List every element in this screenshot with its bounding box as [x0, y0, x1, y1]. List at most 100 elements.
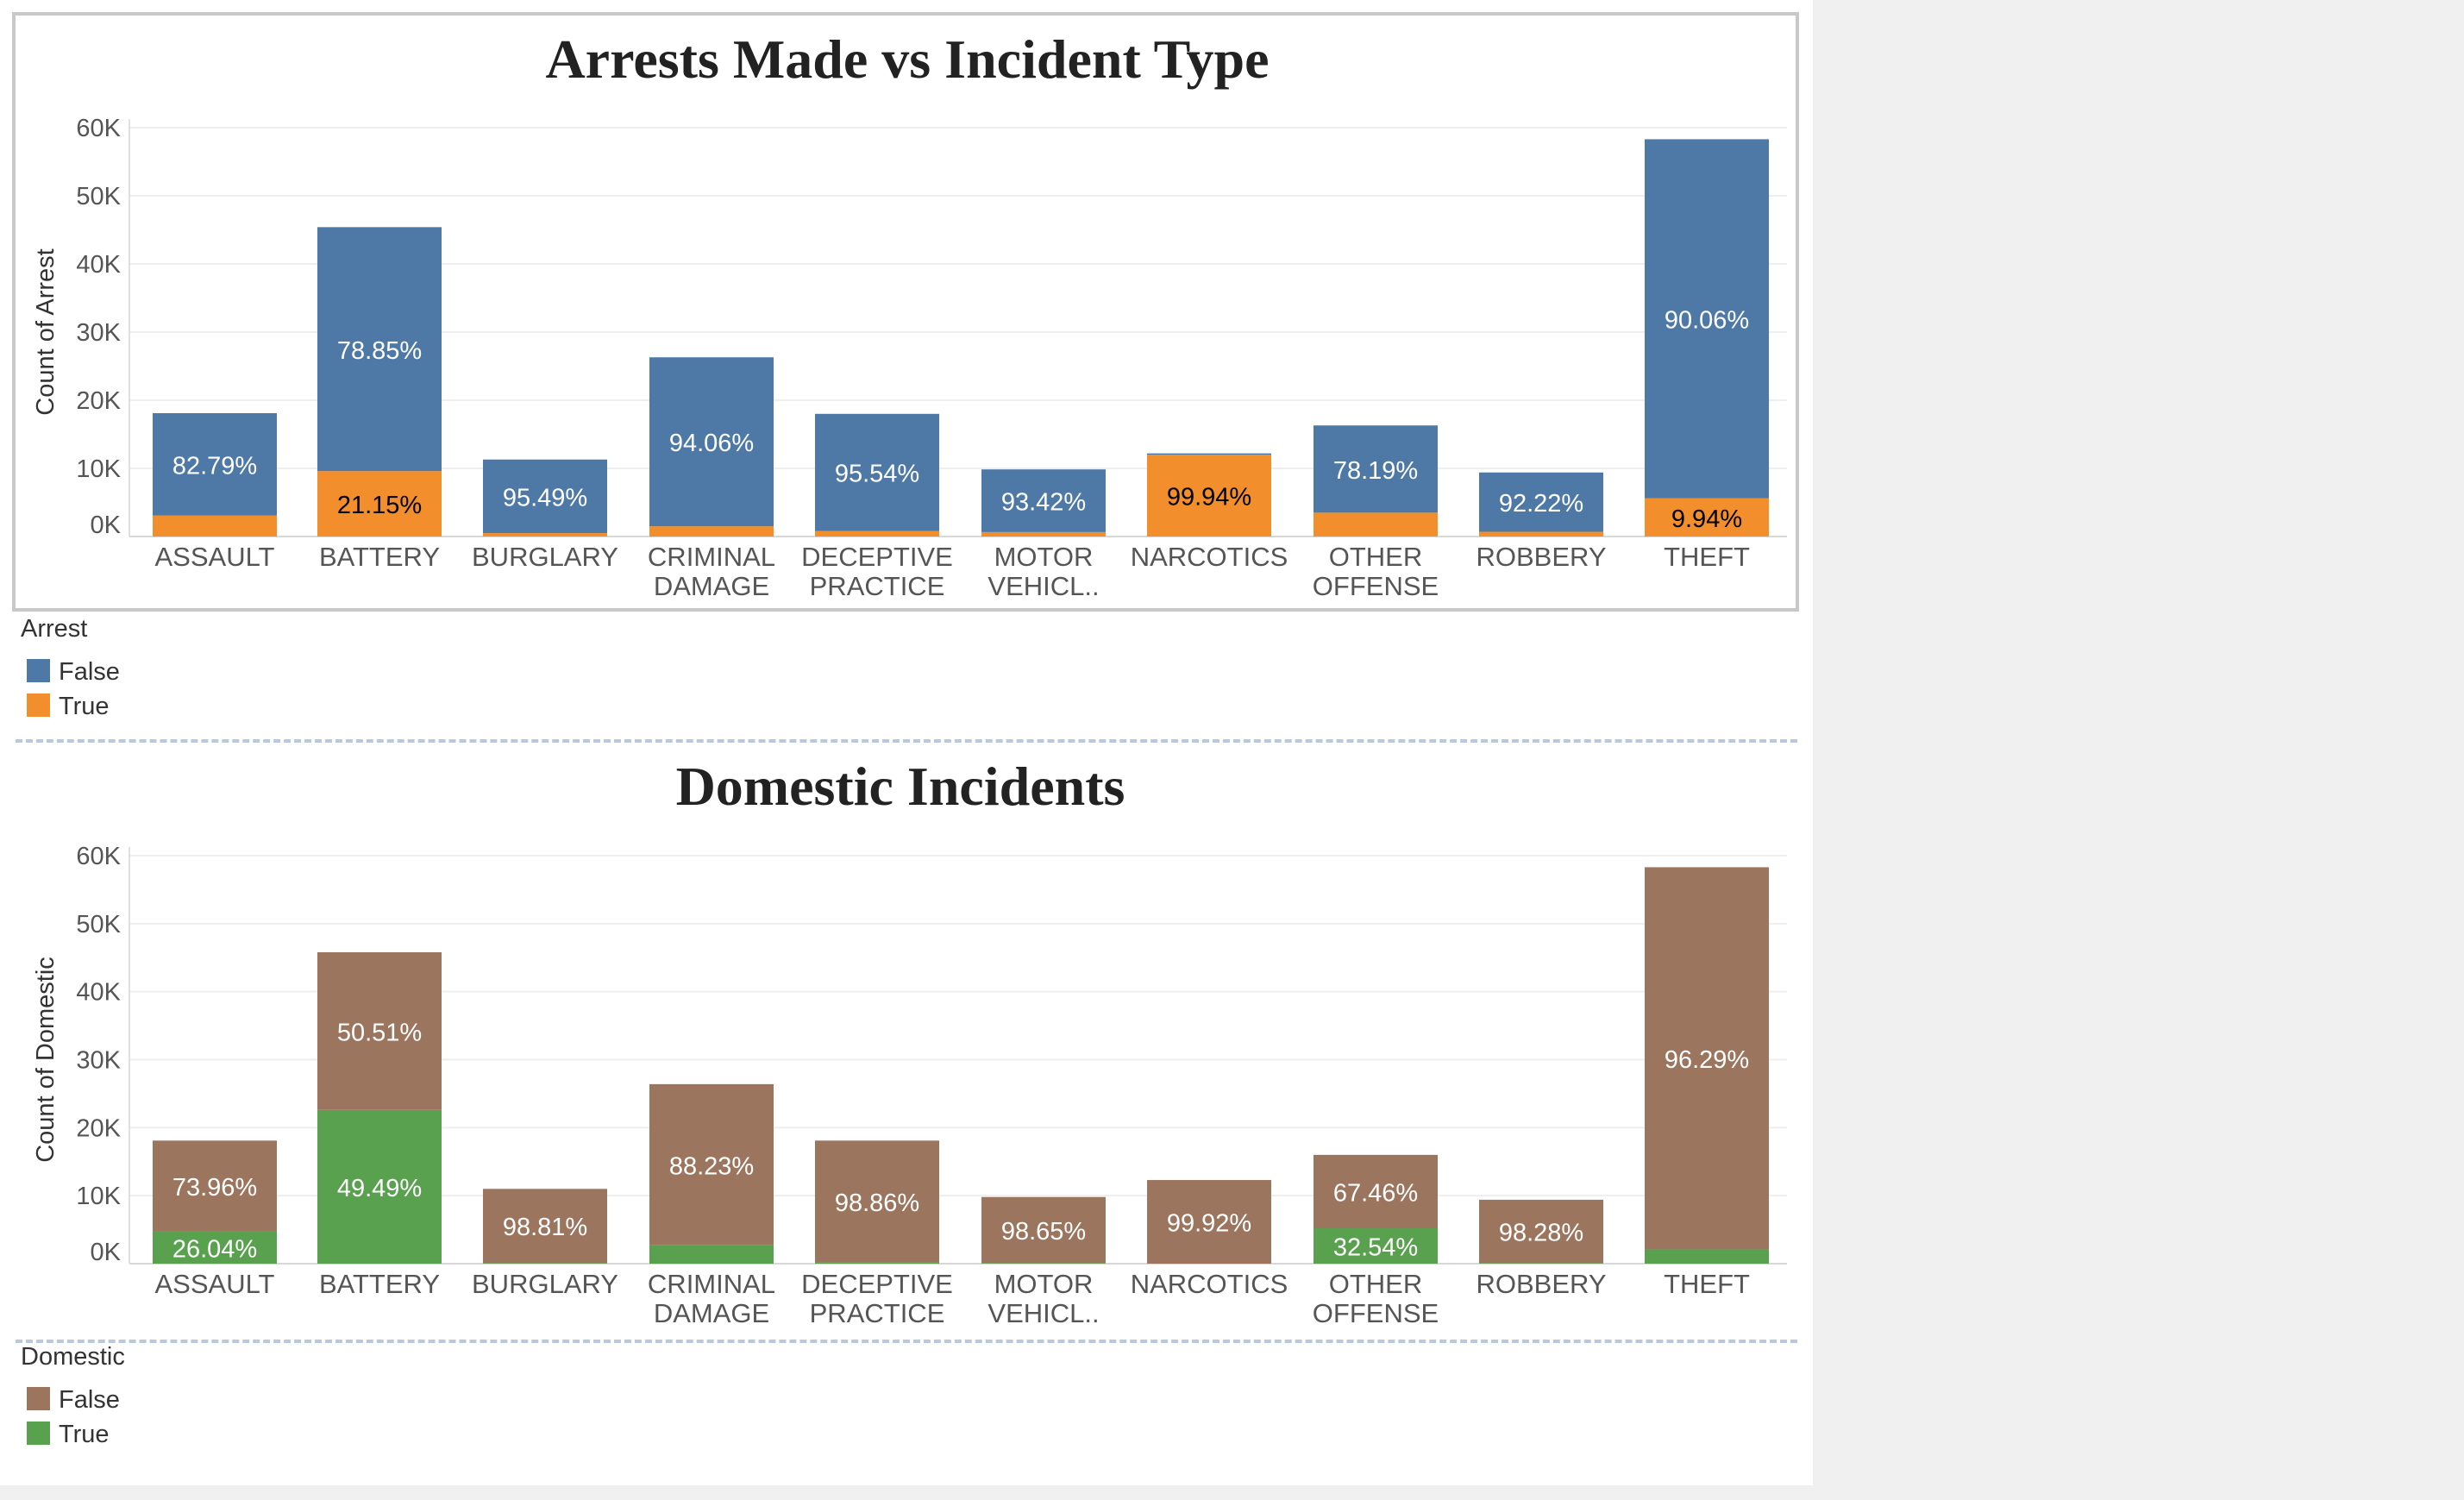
y-tick-label: 20K	[76, 387, 121, 415]
category-label: MOTOR	[994, 1269, 1094, 1299]
y-tick-label: 20K	[76, 1114, 121, 1142]
category-label: OTHER	[1329, 542, 1423, 572]
y-tick-label: 30K	[76, 319, 121, 347]
legend-swatch	[27, 694, 50, 717]
bar-true	[815, 530, 939, 537]
bar-true	[1314, 1228, 1438, 1264]
bar-true	[317, 1109, 442, 1264]
bar-false	[483, 459, 607, 534]
bar-true	[1479, 531, 1603, 537]
y-tick-label: 10K	[76, 1183, 121, 1210]
bar-false	[1314, 1154, 1438, 1229]
legend-item-label: True	[59, 1421, 110, 1448]
bar-false	[317, 951, 442, 1110]
bar-true	[981, 1263, 1106, 1264]
bar-data-label: 98.28%	[1499, 1220, 1583, 1247]
bar-true	[483, 533, 607, 537]
bar-true	[153, 1231, 277, 1264]
legend-swatch	[27, 1422, 50, 1445]
y-tick-label: 0K	[91, 512, 122, 539]
bar-false	[1147, 453, 1271, 455]
section-separator	[16, 739, 1797, 743]
bar-false	[1147, 1180, 1271, 1264]
dashboard: Arrests Made vs Incident Type 60K 50K 40K 30…	[0, 0, 1813, 1485]
domestic-legend-title: Domestic	[21, 1343, 125, 1371]
domestic-chart-title: Domestic Incidents	[676, 756, 1125, 817]
bar-data-label: 49.49%	[337, 1175, 422, 1202]
legend-swatch	[27, 659, 50, 682]
bar-false	[1479, 472, 1603, 532]
section-separator	[16, 1340, 1797, 1343]
bar-data-label: 82.79%	[172, 452, 257, 480]
category-label: CRIMINAL	[648, 1269, 775, 1299]
arrests-chart: Arrests Made vs Incident Type 60K 50K 40K 30…	[21, 28, 1787, 720]
category-label: VEHICL..	[987, 1298, 1099, 1328]
category-label: ROBBERY	[1476, 542, 1606, 572]
bar-true	[1479, 1263, 1603, 1264]
bar-false	[1645, 867, 1769, 1250]
bar-data-label: 99.92%	[1167, 1210, 1251, 1238]
bar-data-label: 98.65%	[1001, 1218, 1086, 1246]
bar-data-label: 78.85%	[337, 337, 422, 365]
y-tick-label: 40K	[76, 979, 121, 1007]
bar-data-label: 9.94%	[1671, 505, 1742, 533]
category-label: ASSAULT	[155, 1269, 275, 1299]
category-label: THEFT	[1664, 1269, 1750, 1299]
y-tick-label: 40K	[76, 251, 121, 279]
category-label: BURGLARY	[472, 1269, 618, 1299]
bar-false	[649, 1083, 774, 1246]
category-label: BURGLARY	[472, 542, 618, 572]
category-label: OFFENSE	[1313, 571, 1439, 601]
category-label: BATTERY	[319, 1269, 440, 1299]
bar-data-label: 78.19%	[1333, 457, 1418, 485]
y-tick-label: 50K	[76, 911, 121, 938]
category-label: VEHICL..	[987, 571, 1099, 601]
bar-data-label: 96.29%	[1665, 1046, 1749, 1074]
category-label: DECEPTIVE	[801, 542, 953, 572]
bar-data-label: 90.06%	[1665, 307, 1749, 335]
category-label: PRACTICE	[810, 571, 945, 601]
bar-data-label: 67.46%	[1333, 1179, 1418, 1207]
bar-true	[815, 1262, 939, 1264]
bar-false	[981, 469, 1106, 532]
bar-false	[981, 1196, 1106, 1264]
category-label: DAMAGE	[654, 1298, 769, 1328]
bar-true	[649, 526, 774, 537]
bar-data-label: 98.86%	[835, 1189, 919, 1217]
bar-data-label: 32.54%	[1333, 1234, 1418, 1262]
category-label: DAMAGE	[654, 571, 769, 601]
bar-data-label: 50.51%	[337, 1019, 422, 1046]
bar-false	[483, 1189, 607, 1264]
bar-false	[815, 413, 939, 531]
bar-true	[1645, 498, 1769, 537]
y-tick-label: 30K	[76, 1047, 121, 1075]
bar-data-label: 93.42%	[1001, 489, 1086, 517]
domestic-chart: Domestic Incidents 60K 50K 40K 30K 20K 10K 0K Co…	[21, 756, 1787, 1448]
bar-false	[815, 1140, 939, 1263]
bar-false	[1645, 139, 1769, 499]
bar-data-label: 99.94%	[1167, 484, 1251, 512]
bar-false	[153, 413, 277, 516]
bar-data-label: 73.96%	[172, 1174, 257, 1202]
category-label: DECEPTIVE	[801, 1269, 953, 1299]
bar-data-label: 92.22%	[1499, 490, 1583, 518]
bar-false	[317, 227, 442, 472]
bar-true	[1147, 455, 1271, 537]
y-tick-label: 60K	[76, 843, 121, 870]
bar-true	[1645, 1249, 1769, 1264]
bar-true	[483, 1263, 607, 1264]
category-label: NARCOTICS	[1131, 542, 1288, 572]
category-label: THEFT	[1664, 542, 1750, 572]
y-tick-label: 60K	[76, 115, 121, 142]
bar-true	[317, 471, 442, 537]
category-label: PRACTICE	[810, 1298, 945, 1328]
legend-swatch	[27, 1387, 50, 1410]
category-label: CRIMINAL	[648, 542, 775, 572]
category-label: BATTERY	[319, 542, 440, 572]
bar-true	[1314, 512, 1438, 537]
y-tick-label: 0K	[91, 1239, 122, 1266]
bar-data-label: 95.54%	[835, 461, 919, 488]
bar-data-label: 95.49%	[503, 484, 587, 512]
bar-false	[649, 357, 774, 527]
category-label: ROBBERY	[1476, 1269, 1606, 1299]
